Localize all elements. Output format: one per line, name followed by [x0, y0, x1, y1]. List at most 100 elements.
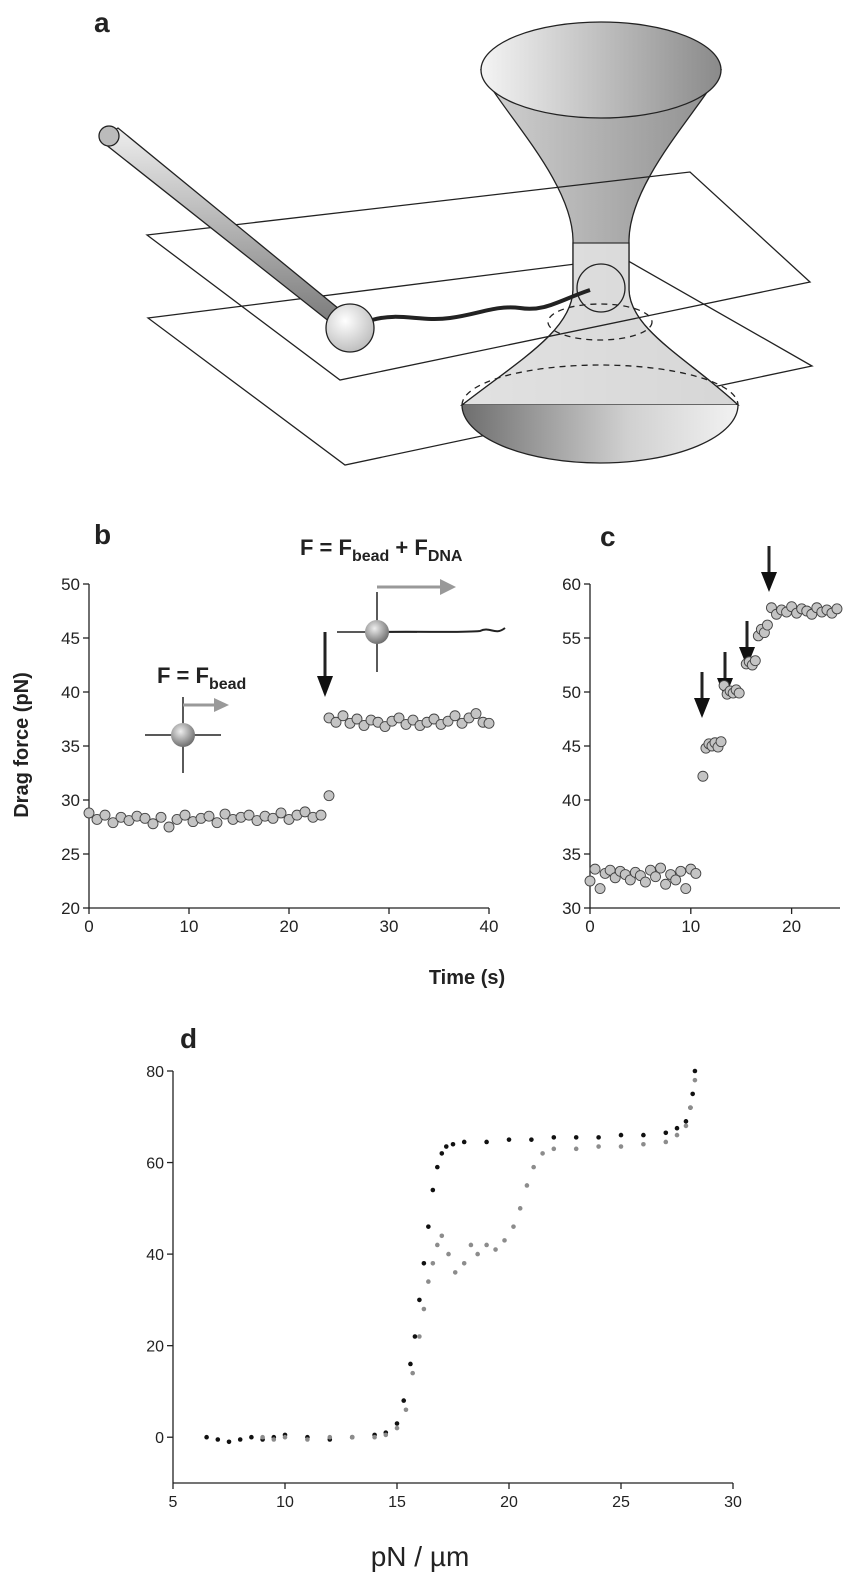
y-tick-label: 40 [562, 791, 581, 810]
y-tick-label: 60 [562, 575, 581, 594]
point [697, 770, 709, 782]
point [749, 655, 761, 667]
point [761, 619, 773, 631]
point [323, 790, 335, 802]
insets [145, 546, 777, 773]
beam-lower [460, 242, 740, 406]
point [484, 1139, 489, 1145]
point [449, 710, 461, 722]
point [493, 1247, 498, 1252]
point [215, 1437, 221, 1442]
point [204, 1434, 209, 1440]
y-tick-label: 25 [61, 845, 80, 864]
point [468, 1242, 474, 1248]
upper-plane [145, 171, 812, 381]
point [551, 1146, 557, 1152]
x-axis-label: pN / µm [371, 1541, 470, 1572]
dna [371, 288, 591, 322]
x-tick-label: 25 [612, 1494, 630, 1511]
point [401, 1398, 407, 1403]
point [439, 1233, 445, 1239]
point [655, 862, 667, 874]
point [83, 807, 95, 819]
x-tick-label: 20 [782, 917, 801, 936]
point [394, 1421, 400, 1426]
y-tick-label: 50 [61, 575, 80, 594]
x-tick-label: 10 [180, 917, 199, 936]
point [393, 712, 405, 724]
point [650, 871, 661, 883]
x-tick-label: 15 [388, 1494, 406, 1511]
point [674, 1125, 680, 1131]
point [551, 1135, 557, 1140]
y-tick-label: 35 [61, 737, 80, 756]
point [831, 603, 843, 615]
point [529, 1137, 534, 1142]
x-tick-label: 5 [169, 1494, 178, 1511]
x-tick-label: 10 [276, 1494, 294, 1511]
point [107, 817, 119, 829]
point [641, 1132, 646, 1138]
beam-bottom [461, 404, 739, 464]
bead [325, 303, 375, 353]
panel-label: c [600, 521, 616, 552]
point [426, 1279, 431, 1284]
y-tick-label: 35 [562, 845, 581, 864]
point [674, 1132, 680, 1138]
annotation-part: bead [352, 548, 389, 565]
point [475, 1251, 480, 1257]
point [330, 716, 342, 728]
point [435, 1164, 440, 1170]
point [690, 867, 702, 879]
annotation-part: DNA [428, 548, 463, 565]
point [417, 1297, 422, 1303]
pipette [98, 127, 351, 331]
point [179, 809, 191, 821]
point [690, 1091, 695, 1097]
x-tick-label: 0 [84, 917, 93, 936]
point [584, 875, 596, 887]
point [660, 878, 672, 890]
point [226, 1439, 232, 1445]
point [426, 1224, 431, 1229]
annotation-part: + F [389, 535, 428, 560]
point [511, 1224, 516, 1229]
point [446, 1251, 451, 1257]
point [715, 736, 727, 748]
y-tick-label: 20 [146, 1339, 164, 1356]
point [683, 1119, 689, 1124]
x-tick-label: 40 [480, 917, 499, 936]
point [670, 874, 682, 886]
panel-label: b [94, 519, 111, 550]
point [435, 1242, 440, 1248]
annotation-part: F = F [157, 663, 209, 688]
point [421, 1260, 427, 1266]
point [408, 1361, 413, 1367]
point [299, 806, 311, 818]
point [524, 1183, 530, 1188]
point [237, 1437, 243, 1442]
point [639, 876, 651, 888]
point [139, 812, 151, 824]
point [439, 1151, 445, 1156]
x-tick-label: 0 [585, 917, 594, 936]
point [663, 1130, 669, 1136]
annotation-part: F = F [300, 535, 352, 560]
point [683, 1123, 689, 1129]
lower-plane [146, 257, 814, 466]
dashed-ellipse [547, 303, 653, 341]
y-tick-label: 40 [61, 683, 80, 702]
point [349, 1434, 355, 1440]
x-tick-label: 20 [500, 1494, 518, 1511]
point [540, 1151, 545, 1156]
point [641, 1141, 646, 1147]
point [275, 807, 287, 819]
point [372, 1434, 377, 1440]
point [430, 1187, 436, 1193]
point [243, 809, 255, 821]
point [596, 1144, 601, 1149]
point [618, 1144, 624, 1149]
point [470, 708, 482, 720]
point [594, 883, 606, 895]
point [337, 710, 349, 722]
